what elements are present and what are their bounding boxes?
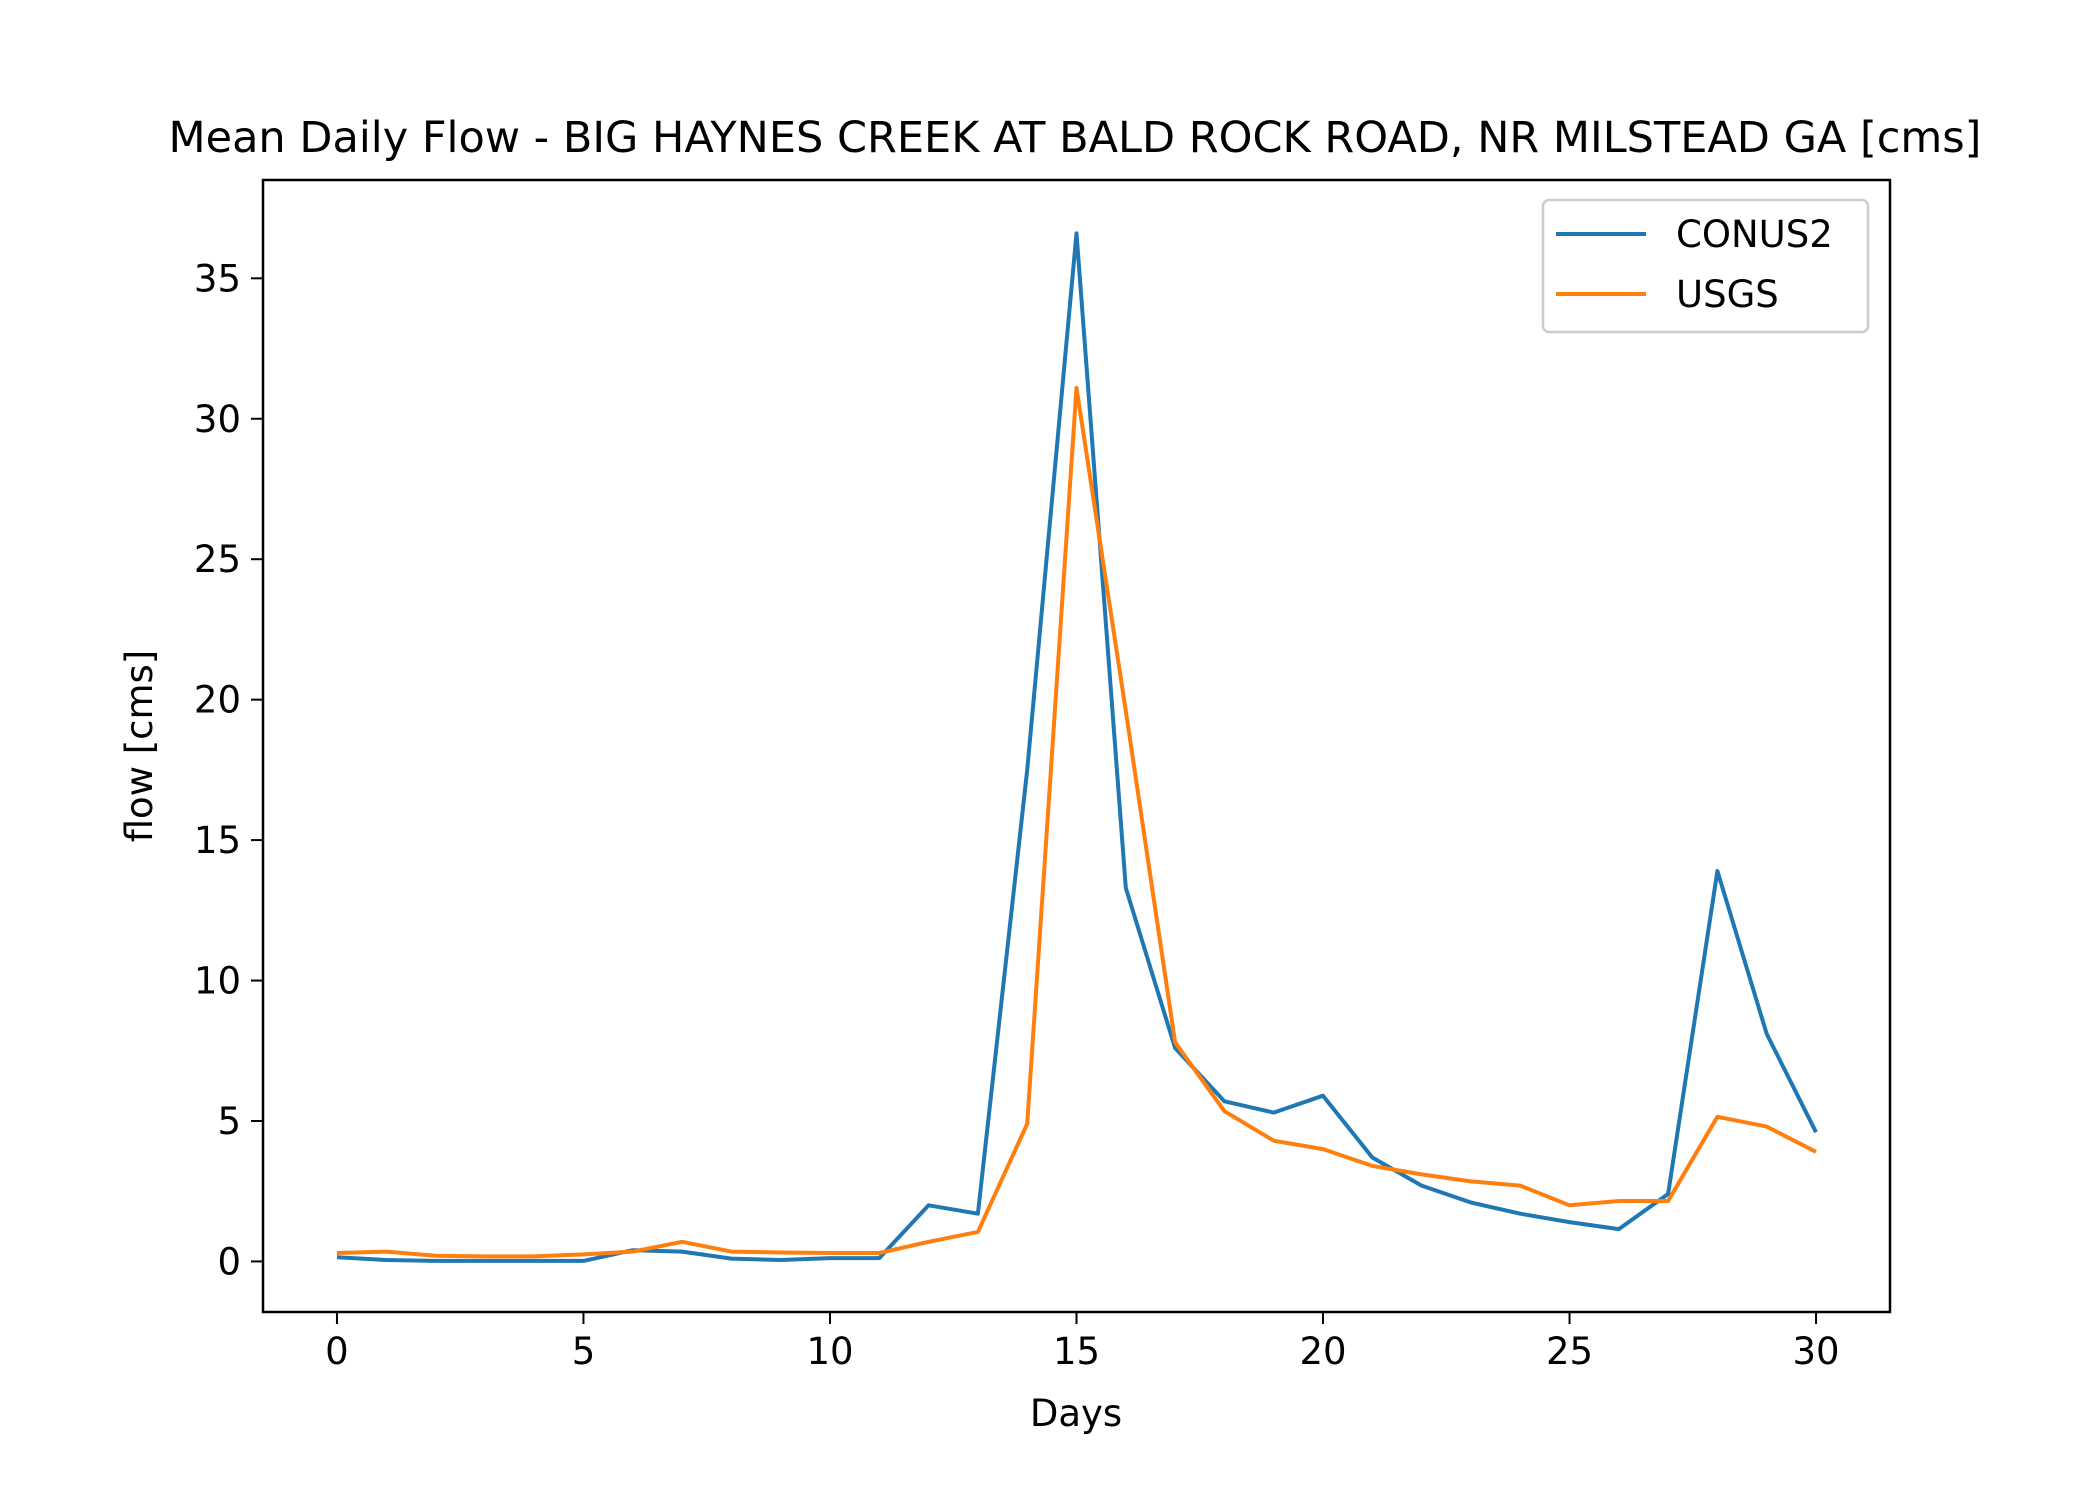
y-tick-label: 5: [217, 1100, 241, 1143]
x-tick-label: 15: [1053, 1330, 1100, 1373]
x-axis: 0 5 10 15 20 25 30: [325, 1312, 1840, 1373]
chart-title: Mean Daily Flow - BIG HAYNES CREEK AT BA…: [169, 113, 1982, 163]
legend-label-conus2: CONUS2: [1676, 213, 1833, 256]
series-line-conus2: [336, 231, 1818, 1263]
legend: CONUS2 USGS: [1541, 198, 1870, 334]
series-line-usgs: [336, 385, 1817, 1259]
y-tick-label: 35: [194, 257, 241, 300]
y-axis-label: flow [cms]: [118, 650, 161, 843]
legend-label-usgs: USGS: [1676, 273, 1779, 316]
plot-area: [336, 231, 1818, 1263]
x-tick-label: 30: [1792, 1330, 1839, 1373]
plot-frame: [261, 178, 1892, 1314]
y-tick-label: 0: [217, 1240, 241, 1283]
x-tick-label: 5: [572, 1330, 596, 1373]
y-axis: 0 5 10 15 20 25 30 35: [194, 257, 263, 1283]
y-tick-label: 25: [194, 538, 241, 581]
x-tick-label: 25: [1546, 1330, 1593, 1373]
y-tick-label: 10: [194, 960, 241, 1003]
x-tick-label: 0: [325, 1330, 349, 1373]
x-tick-label: 20: [1299, 1330, 1346, 1373]
y-tick-label: 15: [194, 819, 241, 862]
x-tick-label: 10: [806, 1330, 853, 1373]
y-tick-label: 20: [194, 679, 241, 722]
y-tick-label: 30: [194, 398, 241, 441]
x-axis-label: Days: [1030, 1392, 1122, 1435]
